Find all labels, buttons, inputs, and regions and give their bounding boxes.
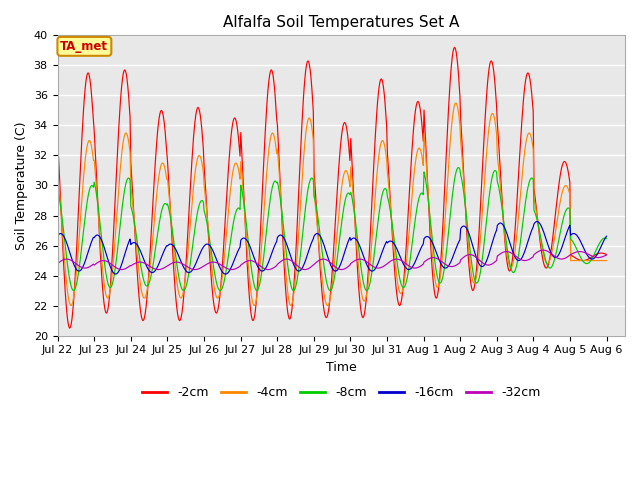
Title: Alfalfa Soil Temperatures Set A: Alfalfa Soil Temperatures Set A [223,15,460,30]
Legend: -2cm, -4cm, -8cm, -16cm, -32cm: -2cm, -4cm, -8cm, -16cm, -32cm [137,382,545,405]
Text: TA_met: TA_met [60,40,108,53]
X-axis label: Time: Time [326,361,356,374]
Y-axis label: Soil Temperature (C): Soil Temperature (C) [15,121,28,250]
